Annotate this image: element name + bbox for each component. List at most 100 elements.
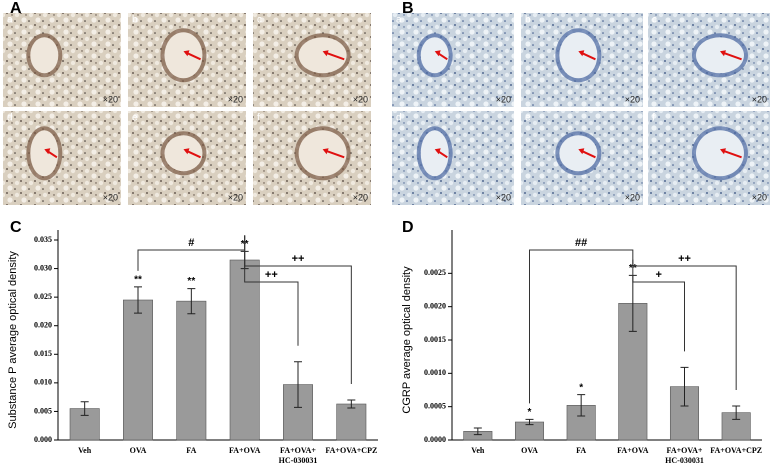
- comparison-bracket: [244, 235, 299, 346]
- y-tick-label: 0.0015: [424, 335, 446, 344]
- panel-label: B: [402, 0, 414, 17]
- airway-lumen: [298, 130, 347, 177]
- magnification: ×20: [353, 192, 368, 202]
- y-axis-label: CGRP average optical density: [401, 266, 413, 414]
- x-tick-label: FA+OVA: [229, 446, 261, 455]
- bar: [176, 300, 207, 441]
- arrow: [721, 51, 742, 61]
- bar: [336, 403, 367, 441]
- panel-label: C: [10, 219, 22, 236]
- magnification: ×20: [228, 192, 243, 202]
- panel-label: A: [10, 0, 22, 17]
- error-bar: [732, 405, 741, 420]
- magnification: ×20: [103, 192, 118, 202]
- error-bar: [187, 288, 196, 315]
- image-label: c: [257, 15, 262, 26]
- y-tick-label: 0.015: [34, 349, 52, 358]
- arrow-head: [719, 148, 726, 155]
- error-bar: [680, 366, 689, 407]
- airway-lumen: [164, 135, 203, 172]
- magnification: ×20: [353, 94, 368, 104]
- image-label: f: [257, 113, 260, 124]
- x-tick-label: FA+OVA+ HC-030031: [279, 446, 318, 465]
- error-bar: [347, 399, 356, 409]
- bar: [123, 299, 153, 441]
- arrow-head: [44, 148, 51, 155]
- magnification: ×20: [752, 192, 767, 202]
- comparison-label: ++: [292, 253, 305, 265]
- y-tick-label: 0.005: [34, 406, 52, 415]
- image-label: f: [652, 113, 655, 124]
- error-bar: [473, 427, 482, 436]
- y-tick-label: 0.0005: [424, 401, 446, 410]
- airway-lumen: [30, 130, 59, 177]
- image-label: d: [7, 113, 13, 124]
- magnification: ×20: [228, 94, 243, 104]
- comparison-bracket: [529, 249, 634, 404]
- image-label: e: [132, 113, 138, 124]
- image-label: d: [396, 113, 402, 124]
- panel-label: D: [402, 219, 414, 236]
- airway-lumen: [30, 37, 59, 74]
- airway-lumen: [695, 130, 744, 177]
- airway-lumen: [164, 32, 203, 79]
- arrow-head: [578, 148, 585, 155]
- image-label: b: [525, 15, 531, 26]
- airway-lumen: [420, 37, 449, 74]
- comparison-label: ++: [265, 269, 278, 281]
- arrow-head: [183, 148, 190, 155]
- y-tick-label: 0.0010: [424, 368, 446, 377]
- significance: *: [528, 407, 532, 418]
- micrographs: a ×20 b ×20 c ×20 d ×20 e ×20 f ×20 a ×20 b ×20 c ×20 d ×20…: [3, 13, 770, 205]
- image-label: a: [7, 15, 13, 26]
- comparison-label: +: [655, 269, 661, 281]
- magnification: ×20: [752, 94, 767, 104]
- error-bar: [525, 418, 534, 426]
- airway-lumen: [695, 37, 744, 74]
- x-tick-label: FA+OVA+CPZ: [710, 446, 762, 455]
- airway-lumen: [559, 32, 598, 79]
- y-tick-label: 0.0000: [424, 435, 446, 444]
- significance: **: [134, 274, 142, 285]
- magnification: ×20: [496, 94, 511, 104]
- airway-lumen: [420, 130, 449, 177]
- arrow: [324, 51, 345, 61]
- arrow-head: [578, 50, 585, 57]
- comparison-label: #: [188, 237, 194, 249]
- arrow-head: [322, 148, 329, 155]
- bar: [229, 259, 260, 441]
- comparison-bracket: [632, 259, 685, 352]
- y-tick-label: 0.035: [34, 235, 52, 244]
- arrow-head: [183, 50, 190, 57]
- y-tick-label: 0.030: [34, 263, 52, 272]
- y-tick-label: 0.0020: [424, 301, 446, 310]
- y-tick-label: 0.0025: [424, 268, 446, 277]
- magnification: ×20: [625, 192, 640, 202]
- error-bar: [577, 394, 586, 417]
- magnification: ×20: [625, 94, 640, 104]
- comparison-label: ++: [678, 253, 691, 265]
- y-tick-label: 0.025: [34, 292, 52, 301]
- x-tick-label: FA+OVA: [617, 446, 649, 455]
- x-tick-label: FA: [576, 446, 586, 455]
- image-label: c: [652, 15, 657, 26]
- arrow-head: [434, 50, 441, 57]
- arrow-head: [322, 50, 329, 57]
- error-bar: [134, 286, 142, 314]
- airway-lumen: [559, 135, 598, 172]
- image-label: e: [525, 113, 531, 124]
- significance: **: [187, 276, 195, 287]
- micrograph: [392, 111, 514, 205]
- arrow-head: [434, 148, 441, 155]
- image-label: b: [132, 15, 138, 26]
- micrograph: [392, 13, 514, 107]
- magnification: ×20: [103, 94, 118, 104]
- airway-lumen: [298, 37, 347, 74]
- x-tick-label: Veh: [471, 446, 485, 455]
- x-tick-label: OVA: [521, 446, 538, 455]
- x-tick-label: OVA: [130, 446, 147, 455]
- significance: *: [579, 382, 583, 393]
- error-bar: [294, 361, 302, 408]
- comparison-label: ##: [575, 237, 587, 249]
